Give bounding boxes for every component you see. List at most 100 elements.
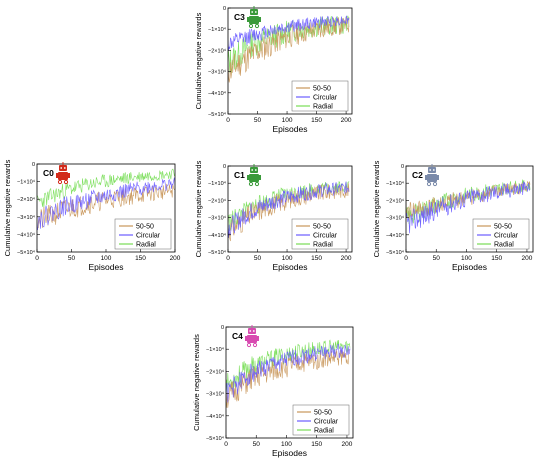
robot-eye-icon [432,169,435,171]
x-tick-label: 150 [311,441,322,448]
x-tick-label: 150 [491,255,502,262]
robot-icon [56,162,70,185]
x-tick-label: 50 [253,441,261,448]
robot-wheel-icon [57,179,63,185]
x-tick-label: 50 [254,117,262,124]
robot-wheel-icon [246,342,252,348]
chart-c3: 0 50 100 150 200 0 −1×10⁴ −2×10⁴ −3×10⁴ −4×10⁴ −5×… [194,6,353,134]
x-tick-label: 0 [35,255,39,262]
y-tick-label: −1×10⁴ [208,180,227,187]
legend-label: Radial [313,104,333,111]
y-tick-label: −3×10⁴ [17,214,36,221]
series-group [406,179,531,234]
y-axis-label: Cumulative negative rewards [194,12,203,109]
robot-body-icon [427,174,437,182]
legend-label: 50-50 [494,224,512,231]
legend: 50-50 Circular Radial [114,218,172,250]
robot-eye-icon [429,169,432,171]
robot-icon [425,164,439,187]
y-tick-label: −4×10⁴ [208,90,227,97]
legend-label: 50-50 [136,224,154,231]
robot-eye-icon [60,167,63,169]
robot-arm-icon [259,17,261,22]
robot-head-icon [250,9,258,15]
robot-arm-icon [257,336,259,341]
series-line-radial [37,168,175,208]
robot-icon [245,325,259,348]
y-axis-label: Cumulative negative rewards [372,160,381,257]
robot-arm-icon [68,173,70,178]
y-tick-label: −2×10⁴ [17,196,36,203]
x-axis-label: Episodes [273,262,308,272]
legend-label: Circular [136,233,161,240]
panel-label: C1 [234,170,245,180]
legend-label: Radial [136,242,156,249]
series-line-circular [228,181,350,238]
y-tick-label: −1×10⁴ [386,180,405,187]
y-tick-label: 0 [223,6,226,12]
y-tick-label: −5×10⁴ [17,249,36,256]
robot-wheel-icon [248,181,254,187]
y-tick-label: −5×10⁴ [206,435,225,442]
robot-body-icon [247,335,257,343]
plot-frame [227,165,353,253]
series-line-circular [37,177,175,231]
panel-label: C3 [234,12,245,22]
robot-body-icon [58,172,68,180]
x-axis-label: Episodes [452,262,487,272]
x-tick-label: 200 [522,255,533,262]
x-axis-label: Episodes [273,124,308,134]
x-tick-label: 50 [433,255,441,262]
chart-c0: 0 50 100 150 200 0 −1×10⁴ −2×10⁴ −3×10⁴ −4×10⁴ −5×… [3,159,181,272]
robot-arm-icon [437,175,439,180]
robot-arm-icon [56,173,58,178]
robot-head-icon [250,167,258,173]
robot-icon [247,6,261,29]
robot-body-icon [249,174,259,182]
legend: 50-50 Circular Radial [472,218,530,250]
robot-wheel-icon [248,23,254,29]
robot-arm-icon [245,336,247,341]
robot-wheel-icon [252,342,258,348]
plot-frame [405,165,534,253]
y-axis-label: Cumulative negative rewards [192,334,201,431]
panel-label: C2 [412,170,423,180]
robot-wheel-icon [63,179,69,185]
legend-label: Radial [313,242,333,249]
legend: 50-50 Circular Radial [292,404,350,436]
robot-wheel-icon [426,181,432,187]
legend-label: Circular [314,419,339,426]
x-tick-label: 200 [342,441,353,448]
robot-eye-icon [251,11,254,13]
legend-label: Radial [494,242,514,249]
y-axis-label: Cumulative negative rewards [3,159,12,256]
x-axis-label: Episodes [89,262,124,272]
x-tick-label: 100 [282,255,293,262]
y-tick-label: −3×10⁴ [206,391,225,398]
y-tick-label: −3×10⁴ [208,215,227,222]
series-line-50-50 [228,16,350,83]
x-tick-label: 150 [135,255,146,262]
y-tick-label: −2×10⁴ [208,197,227,204]
legend-label: 50-50 [313,86,331,93]
y-tick-label: −5×10⁴ [208,249,227,256]
robot-head-icon [248,328,256,334]
series-group [37,168,175,231]
series-group [228,15,350,83]
x-tick-label: 50 [68,255,76,262]
legend-label: Circular [313,233,338,240]
y-tick-label: −4×10⁴ [206,413,225,420]
y-tick-label: −4×10⁴ [17,231,36,238]
y-tick-label: 0 [401,164,404,170]
y-tick-label: −4×10⁴ [386,232,405,239]
y-tick-label: −5×10⁴ [386,249,405,256]
y-tick-label: −2×10⁴ [208,47,227,54]
y-tick-label: 0 [223,164,226,170]
x-tick-label: 100 [282,117,293,124]
legend-box [291,80,349,112]
x-tick-label: 0 [226,255,230,262]
robot-arm-icon [247,17,249,22]
series-line-circular [406,181,531,234]
y-tick-label: −1×10⁴ [17,179,36,186]
